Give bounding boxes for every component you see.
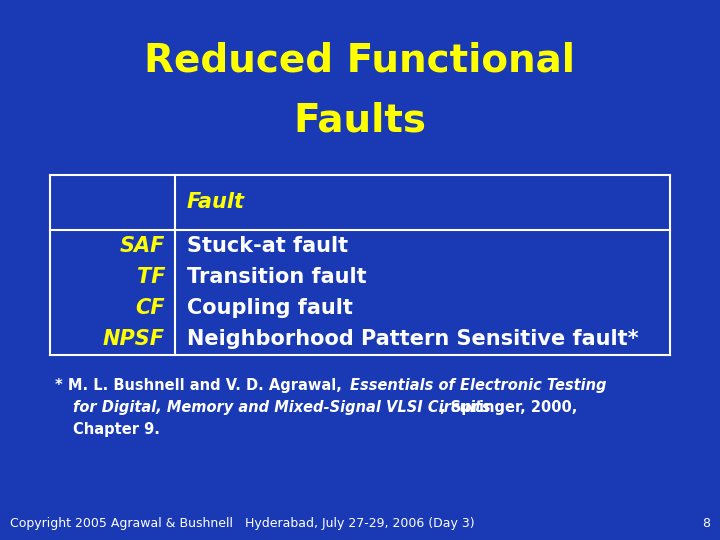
Text: Chapter 9.: Chapter 9.: [73, 422, 160, 437]
Text: Copyright 2005 Agrawal & Bushnell   Hyderabad, July 27-29, 2006 (Day 3): Copyright 2005 Agrawal & Bushnell Hydera…: [10, 517, 474, 530]
Text: Neighborhood Pattern Sensitive fault*: Neighborhood Pattern Sensitive fault*: [187, 329, 639, 349]
Text: SAF: SAF: [120, 235, 165, 255]
Text: Faults: Faults: [294, 101, 426, 139]
Text: Essentials of Electronic Testing: Essentials of Electronic Testing: [350, 378, 606, 393]
Text: , Springer, 2000,: , Springer, 2000,: [440, 400, 577, 415]
Text: Coupling fault: Coupling fault: [187, 298, 353, 318]
Text: Transition fault: Transition fault: [187, 267, 366, 287]
Text: TF: TF: [137, 267, 165, 287]
Text: 8: 8: [702, 517, 710, 530]
Text: NPSF: NPSF: [103, 329, 165, 349]
Text: CF: CF: [135, 298, 165, 318]
Text: Reduced Functional: Reduced Functional: [145, 41, 575, 79]
Text: for Digital, Memory and Mixed-Signal VLSI Circuits: for Digital, Memory and Mixed-Signal VLS…: [73, 400, 490, 415]
Text: Stuck-at fault: Stuck-at fault: [187, 235, 348, 255]
Text: * M. L. Bushnell and V. D. Agrawal,: * M. L. Bushnell and V. D. Agrawal,: [55, 378, 347, 393]
Text: Fault: Fault: [187, 192, 245, 212]
